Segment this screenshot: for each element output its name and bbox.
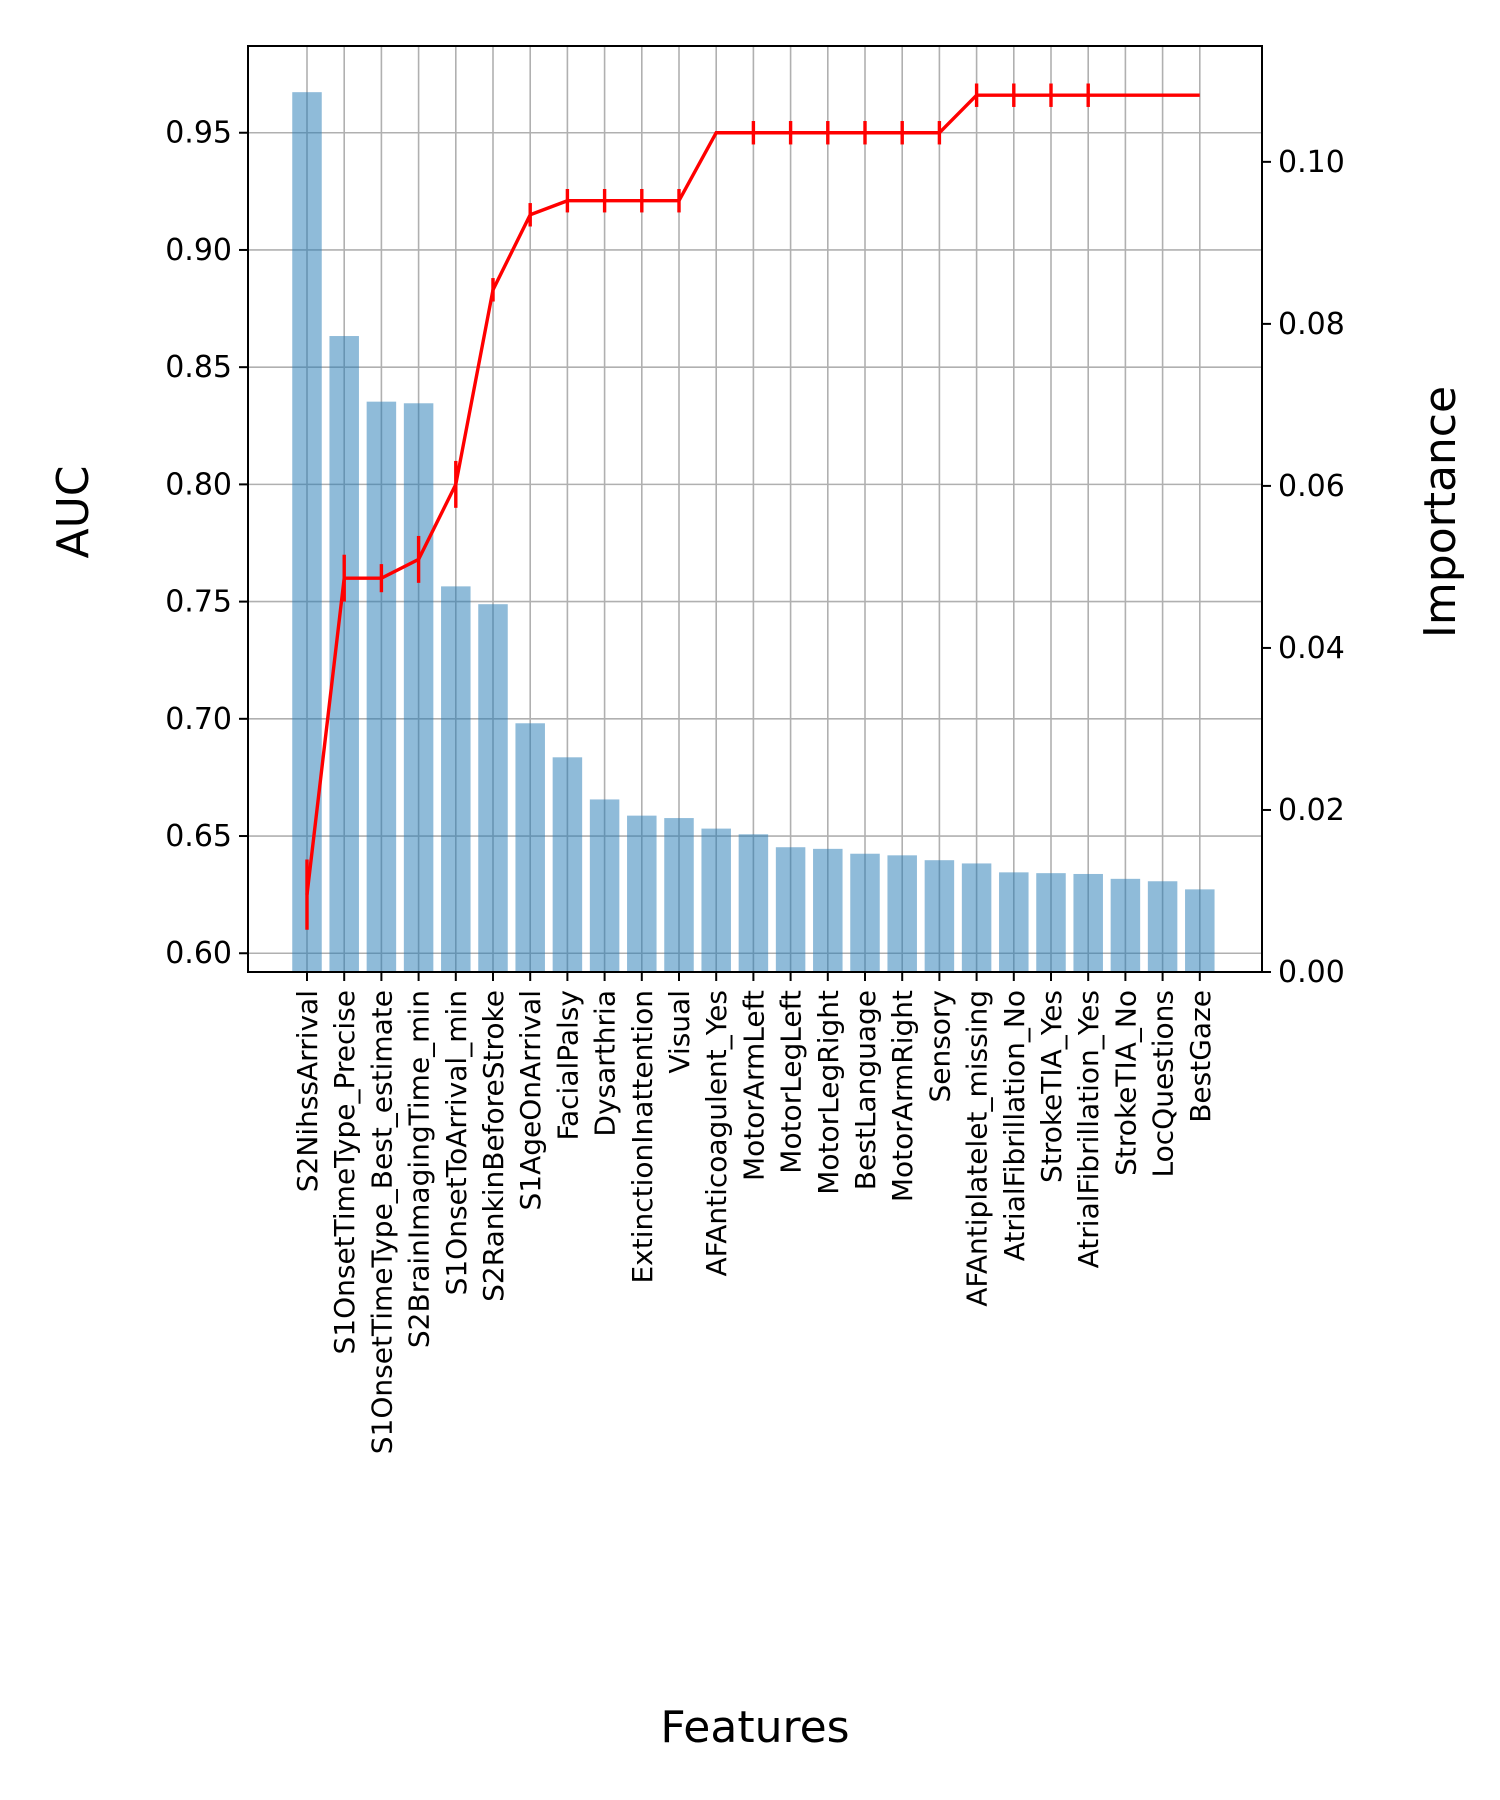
importance-bar [887, 855, 917, 972]
importance-bar [1110, 878, 1141, 972]
x-tick-label: AtrialFibrillation_Yes [1072, 990, 1105, 1268]
plot-frame [247, 45, 1263, 973]
y-tick-label: 0.60 [165, 936, 232, 971]
x-tick-label: Sensory [923, 990, 956, 1103]
x-tick-label: StrokeTIA_No [1109, 990, 1142, 1176]
x-axis-title: Features [660, 1702, 849, 1753]
importance-bar [1036, 873, 1066, 972]
importance-bar [813, 848, 843, 972]
y-tick-label: 0.85 [165, 350, 232, 385]
y-tick-label: 0.95 [165, 116, 232, 151]
x-tick-label: AFAnticoagulent_Yes [700, 990, 733, 1276]
y2-tick-label: 0.06 [1278, 469, 1345, 504]
importance-bar [924, 860, 955, 972]
importance-bar [701, 828, 731, 972]
x-tick-label: AtrialFibrillation_No [998, 990, 1031, 1261]
importance-bar [1073, 873, 1103, 972]
importance-bar [999, 872, 1029, 972]
y2-tick-label: 0.10 [1278, 145, 1345, 180]
x-tick-label: MotorLegRight [812, 990, 845, 1195]
x-tick-label: S2NihssArrival [291, 990, 324, 1192]
importance-bar [403, 403, 434, 972]
importance-bar [627, 815, 657, 972]
x-tick-label: MotorLegLeft [775, 990, 808, 1174]
x-tick-label: MotorArmRight [886, 990, 919, 1202]
x-tick-label: S2BrainImagingTime_min [403, 990, 436, 1348]
y-tick-label: 0.90 [165, 233, 232, 268]
x-tick-label: S1AgeOnArrival [514, 990, 547, 1211]
importance-bar [961, 863, 992, 972]
importance-bar [850, 853, 880, 972]
importance-bar [589, 799, 620, 972]
y-tick-label: 0.70 [165, 702, 232, 737]
y-tick-label: 0.80 [165, 467, 232, 502]
x-tick-label: ExtinctionInattention [626, 990, 659, 1284]
x-tick-label: S1OnsetTimeType_Best_estimate [365, 990, 398, 1454]
x-tick-label: LocQuestions [1147, 990, 1180, 1177]
importance-bar [292, 92, 322, 973]
x-tick-label: StrokeTIA_Yes [1035, 990, 1068, 1183]
x-tick-label: AFAntiplatelet_missing [961, 990, 994, 1307]
x-tick-label: Dysarthria [589, 990, 622, 1137]
line-series [305, 83, 1200, 930]
importance-bar [366, 401, 397, 973]
y-tick-label: 0.75 [165, 585, 232, 620]
x-tick-label: BestGaze [1184, 990, 1217, 1123]
importance-bar [664, 818, 694, 972]
y2-axis-title: Importance [1415, 386, 1466, 638]
importance-bar [775, 847, 806, 972]
importance-bar [515, 723, 545, 972]
importance-bar [1185, 889, 1215, 972]
x-tick-label: MotorArmLeft [737, 990, 770, 1181]
importance-bar [1147, 881, 1178, 972]
x-tick-label: S1OnsetTimeType_Precise [328, 990, 361, 1355]
x-tick-label: BestLanguage [849, 990, 882, 1190]
y-tick-label: 0.65 [165, 819, 232, 854]
axes: 0.60 0.65 0.70 0.75 0.80 0.85 0.90 0.95 0.00 0.02… [165, 45, 1345, 1454]
y2-tick-label: 0.04 [1278, 631, 1345, 666]
y2-tick-label: 0.08 [1278, 307, 1345, 342]
x-tick-label: S2RankinBeforeStroke [477, 990, 510, 1302]
y2-tick-label: 0.02 [1278, 793, 1345, 828]
x-tick-label: Visual [663, 990, 696, 1074]
x-tick-label: S1OnsetToArrival_min [440, 990, 473, 1295]
y-axis-title: AUC [48, 465, 99, 558]
importance-bar [552, 757, 583, 972]
x-tick-label: FacialPalsy [551, 990, 584, 1141]
importance-bar [478, 604, 508, 972]
importance-bar [441, 586, 471, 972]
y2-tick-label: 0.00 [1278, 955, 1345, 990]
importance-bar [738, 834, 769, 972]
